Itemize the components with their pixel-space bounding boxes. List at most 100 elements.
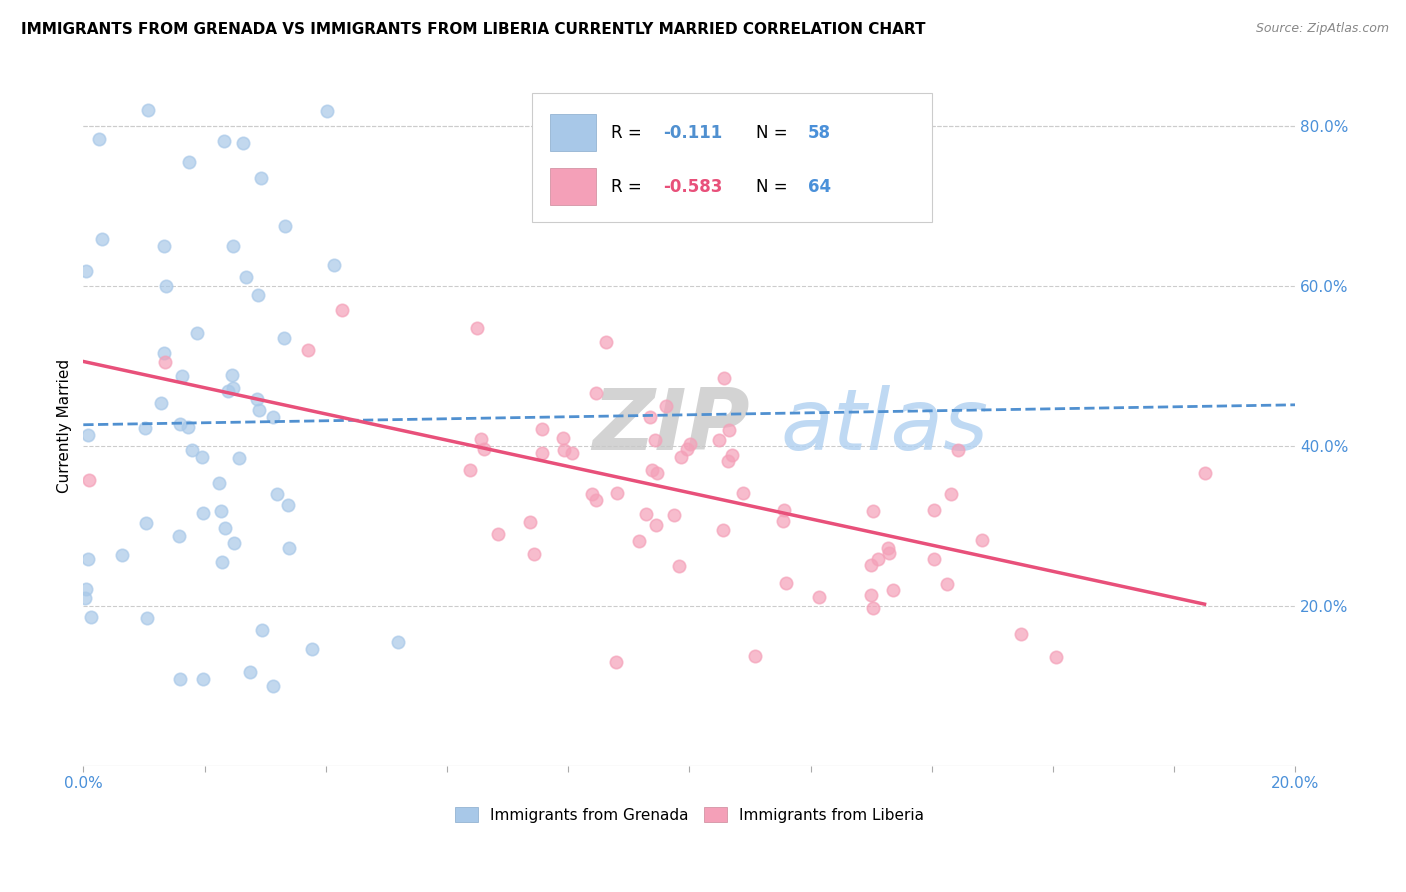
Point [679,437,702,451]
Point [330,303,353,318]
Text: N =: N = [756,124,793,142]
Point [773,503,796,517]
Text: ZIP: ZIP [592,384,749,467]
Point [186,326,208,340]
Point [655,399,678,413]
Point [585,492,607,507]
Point [676,442,699,456]
Text: -0.111: -0.111 [662,124,721,142]
Point [775,576,797,591]
Point [135,516,157,531]
Point [595,334,617,349]
Point [246,392,269,406]
Point [387,635,409,649]
Point [228,450,250,465]
Point [772,514,794,528]
Point [641,463,664,477]
Point [711,523,734,537]
Text: N =: N = [756,178,793,196]
Point [153,355,176,369]
Point [262,410,284,425]
Point [247,402,270,417]
Point [1045,649,1067,664]
Point [167,529,190,543]
Point [177,419,200,434]
Point [278,541,301,555]
Text: R =: R = [610,178,647,196]
Point [465,321,488,335]
Point [721,448,744,462]
Point [877,541,900,555]
Point [77,428,100,442]
Text: 58: 58 [808,124,831,142]
Point [150,396,173,410]
Text: -0.583: -0.583 [662,178,723,196]
Point [169,672,191,686]
Point [191,450,214,465]
Point [155,279,177,293]
Point [807,590,830,604]
Point [193,506,215,520]
Point [645,466,668,480]
Point [214,134,236,148]
Text: R =: R = [610,124,647,142]
Point [235,270,257,285]
Point [75,263,97,277]
Point [180,442,202,457]
Point [605,655,627,669]
Point [922,503,945,517]
Point [209,504,232,518]
Point [530,422,553,436]
Point [169,417,191,431]
Point [249,171,271,186]
Point [472,442,495,456]
Point [191,673,214,687]
Point [922,551,945,566]
Point [135,611,157,625]
Point [316,103,339,118]
Point [671,450,693,464]
Point [111,548,134,562]
Point [75,591,97,606]
Point [862,600,884,615]
Point [519,516,541,530]
Point [523,548,546,562]
Point [713,371,735,385]
Point [250,623,273,637]
Point [636,507,658,521]
Point [273,331,295,345]
Point [707,434,730,448]
FancyBboxPatch shape [531,93,932,222]
Point [301,642,323,657]
Point [208,476,231,491]
Point [627,534,650,549]
Point [170,369,193,384]
Point [645,518,668,533]
Text: atlas: atlas [780,384,988,467]
Point [87,132,110,146]
Point [530,446,553,460]
Point [76,551,98,566]
Point [211,555,233,569]
Point [217,384,239,398]
Point [222,536,245,550]
Point [662,508,685,522]
Point [744,648,766,663]
Point [262,679,284,693]
Point [221,368,243,382]
Point [79,609,101,624]
Text: Source: ZipAtlas.com: Source: ZipAtlas.com [1256,22,1389,36]
Point [553,443,575,458]
Point [232,136,254,150]
Point [458,462,481,476]
Point [322,259,344,273]
Y-axis label: Currently Married: Currently Married [58,359,72,493]
Point [668,559,690,574]
Point [733,486,755,500]
Point [718,423,741,437]
Text: 64: 64 [808,178,831,196]
Point [266,487,288,501]
Bar [550,113,596,151]
Point [277,498,299,512]
Point [274,219,297,233]
